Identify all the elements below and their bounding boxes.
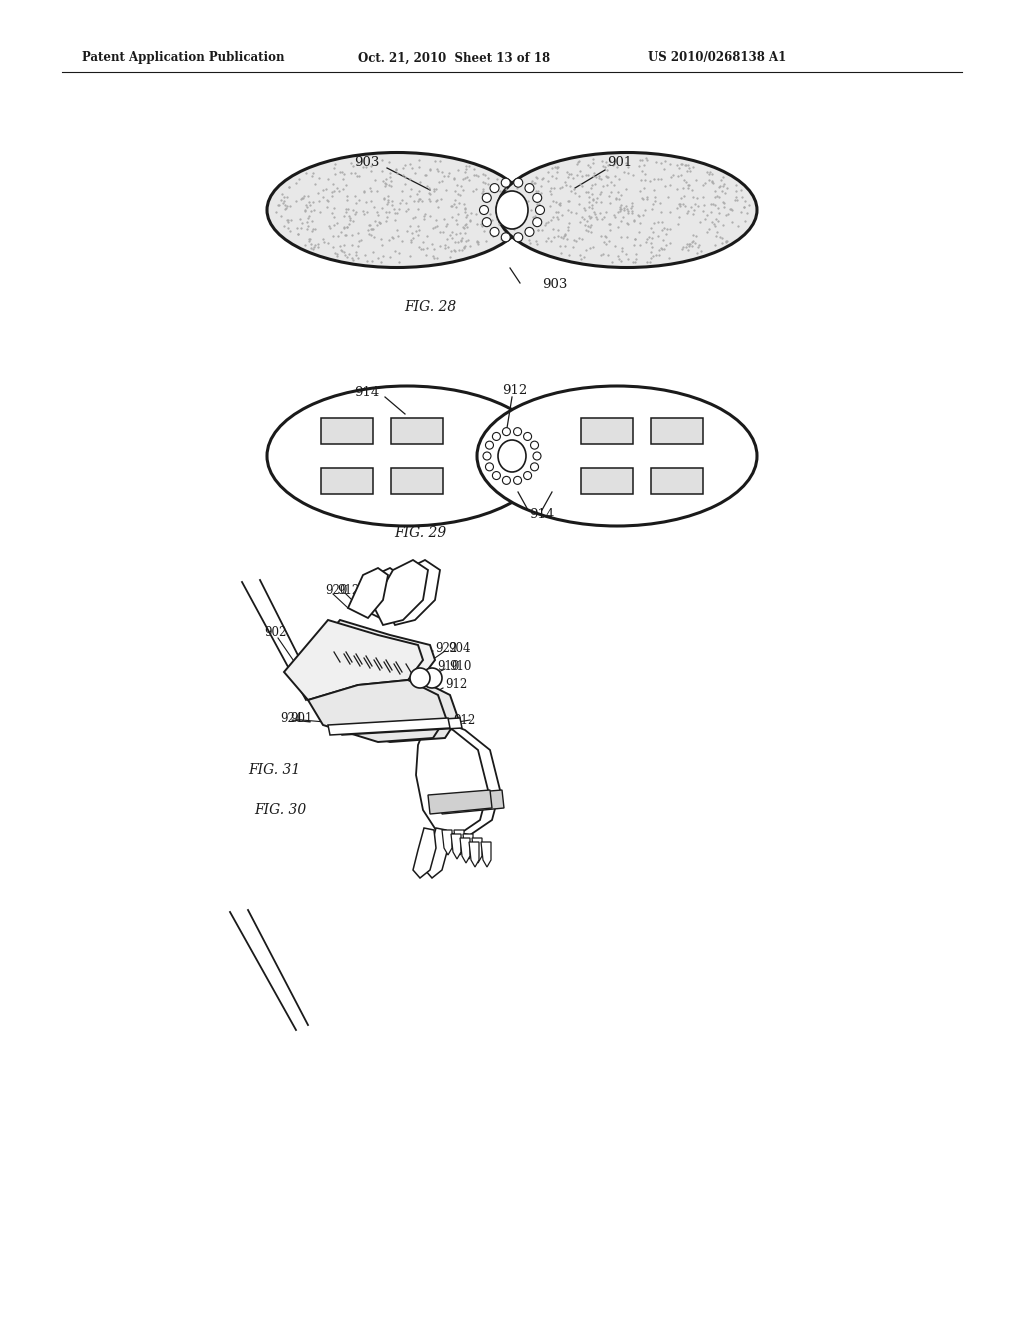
Ellipse shape <box>267 153 527 268</box>
Ellipse shape <box>490 227 499 236</box>
Text: 924: 924 <box>280 711 302 725</box>
Text: 914: 914 <box>529 507 555 520</box>
Polygon shape <box>413 828 436 878</box>
Polygon shape <box>451 834 461 859</box>
Polygon shape <box>472 838 482 863</box>
Text: 910: 910 <box>437 660 460 672</box>
Ellipse shape <box>525 227 534 236</box>
Text: 904: 904 <box>449 642 470 655</box>
Text: Patent Application Publication: Patent Application Publication <box>82 51 285 65</box>
Bar <box>581 469 633 494</box>
Text: 901: 901 <box>607 157 633 169</box>
Bar <box>391 418 443 444</box>
Polygon shape <box>385 560 440 624</box>
Polygon shape <box>428 789 492 814</box>
Text: 902: 902 <box>264 626 287 639</box>
Text: 912: 912 <box>445 678 467 692</box>
Bar <box>321 469 373 494</box>
Polygon shape <box>454 830 464 855</box>
Ellipse shape <box>267 385 547 525</box>
Ellipse shape <box>482 193 492 202</box>
Ellipse shape <box>514 232 522 242</box>
Text: Oct. 21, 2010  Sheet 13 of 18: Oct. 21, 2010 Sheet 13 of 18 <box>358 51 550 65</box>
Ellipse shape <box>530 463 539 471</box>
Ellipse shape <box>482 218 492 227</box>
Polygon shape <box>440 789 504 814</box>
Ellipse shape <box>514 178 522 187</box>
Ellipse shape <box>479 206 488 214</box>
Polygon shape <box>340 718 462 735</box>
Text: 910: 910 <box>449 660 471 672</box>
Ellipse shape <box>496 191 528 228</box>
Ellipse shape <box>534 451 541 459</box>
Ellipse shape <box>530 441 539 449</box>
Polygon shape <box>460 838 470 863</box>
Bar <box>651 418 703 444</box>
Text: 914: 914 <box>354 385 380 399</box>
Circle shape <box>422 668 442 688</box>
Text: US 2010/0268138 A1: US 2010/0268138 A1 <box>648 51 786 65</box>
Ellipse shape <box>485 463 494 471</box>
Text: FIG. 31: FIG. 31 <box>248 763 300 777</box>
Polygon shape <box>442 830 452 855</box>
Polygon shape <box>360 568 400 618</box>
Polygon shape <box>425 828 449 878</box>
Ellipse shape <box>490 183 499 193</box>
Ellipse shape <box>502 232 510 242</box>
Text: 912: 912 <box>453 714 475 726</box>
Polygon shape <box>428 719 500 836</box>
Ellipse shape <box>502 178 510 187</box>
Bar <box>581 418 633 444</box>
Ellipse shape <box>514 428 521 436</box>
Text: 901: 901 <box>290 711 312 725</box>
Ellipse shape <box>485 441 494 449</box>
Polygon shape <box>296 620 435 700</box>
Text: 906: 906 <box>350 714 373 726</box>
Polygon shape <box>284 620 423 700</box>
Ellipse shape <box>493 433 501 441</box>
Polygon shape <box>463 834 473 859</box>
Ellipse shape <box>523 433 531 441</box>
Polygon shape <box>328 718 450 735</box>
Ellipse shape <box>536 206 545 214</box>
Ellipse shape <box>532 218 542 227</box>
Ellipse shape <box>503 428 510 436</box>
Bar <box>391 469 443 494</box>
Ellipse shape <box>483 451 490 459</box>
Ellipse shape <box>493 471 501 479</box>
Text: 912: 912 <box>503 384 527 396</box>
Polygon shape <box>416 719 488 836</box>
Text: 920: 920 <box>325 583 347 597</box>
Text: FIG. 29: FIG. 29 <box>394 525 446 540</box>
Ellipse shape <box>498 440 526 473</box>
Polygon shape <box>373 560 428 624</box>
Ellipse shape <box>525 183 534 193</box>
Ellipse shape <box>514 477 521 484</box>
Text: 903: 903 <box>543 279 567 292</box>
Circle shape <box>410 668 430 688</box>
Polygon shape <box>348 568 388 618</box>
Polygon shape <box>308 680 446 742</box>
Text: 903: 903 <box>354 157 380 169</box>
Ellipse shape <box>497 153 757 268</box>
Polygon shape <box>481 842 490 867</box>
Ellipse shape <box>523 471 531 479</box>
Bar <box>321 418 373 444</box>
Text: 922: 922 <box>435 642 458 655</box>
Text: 912: 912 <box>337 583 359 597</box>
Polygon shape <box>469 842 479 867</box>
Ellipse shape <box>532 193 542 202</box>
Text: FIG. 28: FIG. 28 <box>403 300 456 314</box>
Text: FIG. 30: FIG. 30 <box>254 803 306 817</box>
Polygon shape <box>318 680 458 742</box>
Ellipse shape <box>503 477 510 484</box>
Bar <box>651 469 703 494</box>
Ellipse shape <box>477 385 757 525</box>
